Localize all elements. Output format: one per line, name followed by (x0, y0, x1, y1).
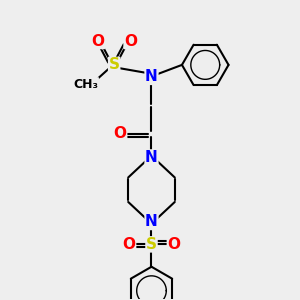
Text: N: N (145, 214, 158, 230)
Text: O: O (91, 34, 104, 49)
Text: CH₃: CH₃ (73, 78, 98, 91)
Text: O: O (167, 237, 180, 252)
Text: O: O (114, 126, 127, 141)
Text: S: S (146, 237, 157, 252)
Text: O: O (123, 237, 136, 252)
Text: O: O (124, 34, 137, 49)
Text: N: N (145, 150, 158, 165)
Text: S: S (109, 57, 120, 72)
Text: N: N (145, 69, 158, 84)
